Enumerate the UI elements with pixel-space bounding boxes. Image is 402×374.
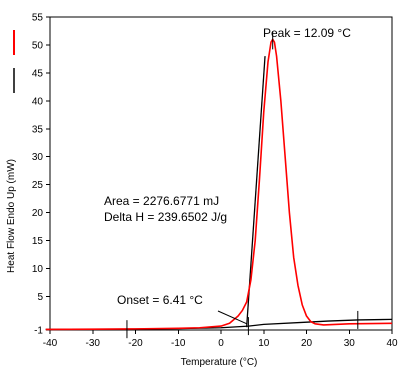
x-tick-label: -40 bbox=[43, 338, 58, 349]
onset-leader-line bbox=[217, 310, 248, 325]
y-tick-label: 45 bbox=[32, 68, 44, 79]
y-tick-label: 15 bbox=[32, 236, 44, 247]
y-tick-label: 25 bbox=[32, 180, 44, 191]
y-tick-label: -1 bbox=[34, 326, 43, 337]
x-axis: -40 -30 -20 -10 0 10 20 30 40 bbox=[43, 330, 398, 349]
y-tick-label: 10 bbox=[32, 264, 44, 275]
delta-h-annotation: Delta H = 239.6502 J/g bbox=[104, 210, 227, 224]
y-tick-label: 35 bbox=[32, 124, 44, 135]
y-tick-label: 55 bbox=[32, 13, 44, 24]
plot-series bbox=[45, 38, 393, 331]
plot-frame bbox=[49, 16, 393, 331]
y-tick-label: 20 bbox=[32, 208, 44, 219]
y-tick-label: 40 bbox=[32, 96, 44, 107]
x-tick-label: 30 bbox=[344, 338, 356, 349]
x-tick-label: 0 bbox=[218, 338, 224, 349]
y-tick-label: 30 bbox=[32, 152, 44, 163]
peak-annotation: Peak = 12.09 °C bbox=[263, 26, 351, 40]
x-tick-label: 40 bbox=[386, 338, 398, 349]
onset-annotation: Onset = 6.41 °C bbox=[117, 293, 203, 307]
x-tick-label: -10 bbox=[171, 338, 186, 349]
y-axis-label: Heat Flow Endo Up (mW) bbox=[6, 159, 17, 273]
y-tick-label: 5 bbox=[37, 292, 43, 303]
markers bbox=[126, 31, 359, 339]
x-tick-label: 10 bbox=[258, 338, 270, 349]
y-axis: -1 5 10 15 20 25 30 35 40 45 50 55 bbox=[32, 13, 50, 337]
x-tick-label: 20 bbox=[301, 338, 313, 349]
area-annotation: Area = 2276.6771 mJ bbox=[104, 194, 219, 208]
x-tick-label: -20 bbox=[128, 338, 143, 349]
series-line-dsc-curve bbox=[45, 38, 393, 331]
x-axis-label: Temperature (°C) bbox=[181, 357, 258, 368]
x-tick-label: -30 bbox=[86, 338, 101, 349]
y-tick-label: 50 bbox=[32, 40, 44, 51]
